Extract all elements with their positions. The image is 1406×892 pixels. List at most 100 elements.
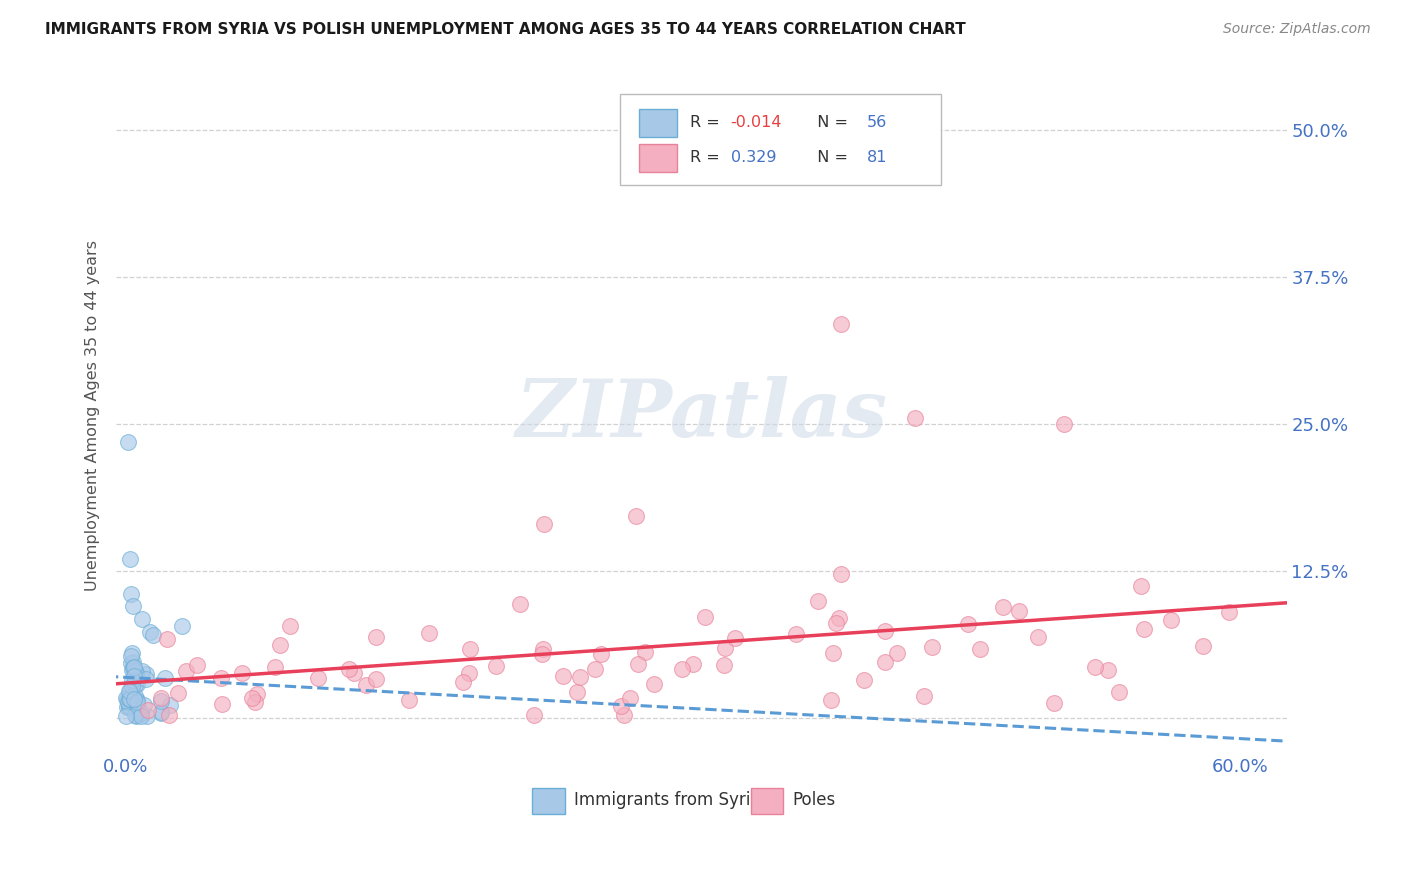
Point — [713, 658, 735, 673]
Point — [142, 628, 165, 642]
Point — [117, 434, 139, 449]
Point — [121, 673, 143, 688]
Point — [1133, 622, 1156, 636]
Point — [533, 516, 555, 531]
Point — [821, 647, 844, 661]
Point — [211, 697, 233, 711]
Point — [1043, 697, 1066, 711]
Point — [1218, 605, 1240, 619]
Point — [269, 639, 291, 653]
Point — [124, 692, 146, 706]
Text: Source: ZipAtlas.com: Source: ZipAtlas.com — [1223, 22, 1371, 37]
Text: ZIPatlas: ZIPatlas — [516, 376, 887, 454]
Point — [246, 687, 269, 701]
Point — [167, 686, 190, 700]
Point — [118, 699, 141, 714]
Point — [451, 675, 474, 690]
Point — [120, 587, 142, 601]
Point — [830, 567, 852, 582]
Point — [172, 619, 194, 633]
Point — [117, 695, 139, 709]
Point — [125, 703, 148, 717]
Point — [134, 698, 156, 712]
Y-axis label: Unemployment Among Ages 35 to 44 years: Unemployment Among Ages 35 to 44 years — [86, 240, 100, 591]
Point — [121, 679, 143, 693]
Point — [533, 642, 555, 657]
Point — [159, 698, 181, 713]
Point — [991, 599, 1014, 614]
Text: 0.329: 0.329 — [731, 150, 776, 165]
Point — [120, 684, 142, 698]
Point — [155, 671, 177, 685]
Point — [904, 411, 927, 425]
Point — [418, 626, 440, 640]
Point — [643, 677, 665, 691]
Point — [124, 666, 146, 681]
Point — [124, 677, 146, 691]
Point — [337, 662, 360, 676]
Point — [828, 610, 851, 624]
Point — [120, 691, 142, 706]
Point — [117, 683, 139, 698]
Point — [263, 660, 285, 674]
Point — [124, 664, 146, 678]
Point — [209, 671, 232, 685]
Point — [886, 646, 908, 660]
Point — [122, 692, 145, 706]
Point — [366, 672, 388, 686]
Point — [457, 665, 479, 680]
Point — [118, 692, 141, 706]
Point — [131, 706, 153, 720]
Point — [122, 660, 145, 674]
Point — [569, 671, 592, 685]
Point — [115, 699, 138, 714]
Bar — [640, 109, 676, 136]
Point — [131, 664, 153, 678]
Point — [824, 615, 846, 630]
Point — [565, 684, 588, 698]
Point — [695, 610, 717, 624]
Text: Poles: Poles — [793, 791, 837, 809]
Point — [969, 642, 991, 657]
Point — [127, 700, 149, 714]
Point — [124, 689, 146, 703]
Point — [156, 632, 179, 646]
Bar — [640, 144, 676, 172]
Point — [523, 708, 546, 723]
Point — [875, 624, 897, 638]
Point — [125, 693, 148, 707]
Point — [724, 631, 747, 645]
Point — [150, 691, 173, 706]
Point — [125, 694, 148, 708]
Point — [627, 657, 650, 671]
Point — [120, 649, 142, 664]
Point — [307, 671, 329, 685]
FancyBboxPatch shape — [620, 95, 942, 186]
Text: -0.014: -0.014 — [731, 115, 782, 130]
Point — [714, 640, 737, 655]
Point — [122, 668, 145, 682]
Point — [139, 625, 162, 640]
Point — [122, 599, 145, 613]
Point — [121, 647, 143, 661]
Point — [509, 597, 531, 611]
Text: 56: 56 — [866, 115, 887, 130]
Point — [398, 693, 420, 707]
Point — [128, 706, 150, 721]
Point — [122, 661, 145, 675]
Point — [124, 708, 146, 723]
Point — [853, 673, 876, 688]
Point — [150, 705, 173, 719]
Point — [1108, 684, 1130, 698]
Bar — [531, 788, 564, 814]
Text: N =: N = — [807, 150, 853, 165]
Point — [1160, 613, 1182, 627]
Point — [619, 690, 641, 705]
Point — [957, 616, 980, 631]
Point — [633, 645, 655, 659]
Point — [157, 708, 180, 723]
Point — [1053, 417, 1076, 431]
Point — [1192, 639, 1215, 653]
Point — [785, 627, 807, 641]
Point — [120, 552, 142, 566]
